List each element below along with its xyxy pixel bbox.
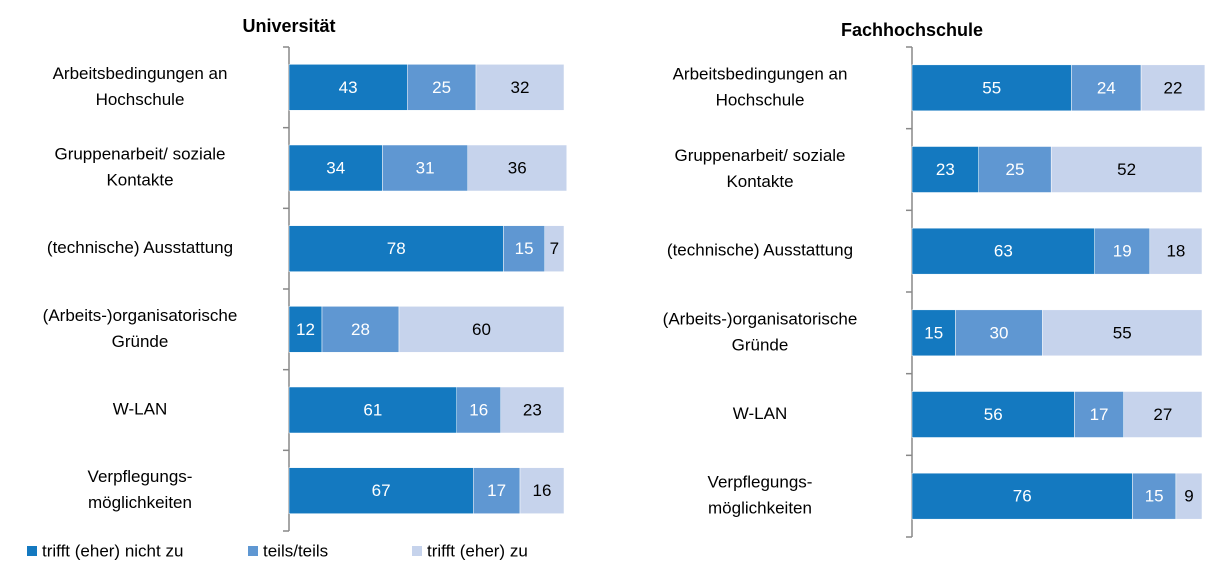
category-label: Gründe — [732, 335, 789, 354]
bar-segment — [398, 306, 565, 353]
data-label: 55 — [982, 78, 1001, 97]
category-label: Hochschule — [96, 90, 185, 109]
data-label: 9 — [1184, 487, 1193, 506]
legend-label: teils/teils — [263, 541, 328, 560]
bar-segment — [544, 225, 565, 272]
data-label: 24 — [1097, 78, 1116, 97]
bar-segment — [407, 64, 477, 111]
legend-label: trifft (eher) nicht zu — [42, 541, 183, 560]
data-label: 32 — [511, 78, 530, 97]
bar-segment — [321, 306, 400, 353]
data-label: 12 — [296, 320, 315, 339]
data-label: 28 — [351, 320, 370, 339]
category-label: Hochschule — [716, 90, 805, 109]
data-label: 52 — [1117, 160, 1136, 179]
legend-swatch — [412, 546, 422, 556]
data-label: 30 — [990, 323, 1009, 342]
category-label: möglichkeiten — [708, 499, 812, 518]
bar-segment — [911, 309, 956, 357]
data-label: 34 — [326, 158, 345, 177]
bar-segment — [473, 467, 521, 514]
data-label: 15 — [515, 239, 534, 258]
data-label: 22 — [1164, 78, 1183, 97]
category-label: Arbeitsbedingungen an — [53, 64, 228, 83]
bar-segment — [1050, 146, 1203, 193]
bar-segment — [1132, 472, 1177, 520]
category-label: (Arbeits-)organisatorische — [43, 306, 238, 325]
bar-segment — [911, 146, 979, 193]
data-label: 18 — [1166, 242, 1185, 261]
data-label: 55 — [1113, 323, 1132, 342]
bar-segment — [1123, 391, 1203, 438]
data-label: 15 — [1145, 487, 1164, 506]
legend-swatch — [27, 546, 37, 556]
bar-segment — [503, 225, 545, 272]
data-label: 25 — [432, 78, 451, 97]
data-label: 63 — [994, 242, 1013, 261]
category-label: (Arbeits-)organisatorische — [663, 309, 858, 328]
data-label: 43 — [339, 78, 358, 97]
data-label: 25 — [1005, 160, 1024, 179]
chart-title: Fachhochschule — [841, 20, 983, 40]
data-label: 78 — [387, 239, 406, 258]
bar-segment — [1042, 309, 1203, 357]
data-label: 60 — [472, 320, 491, 339]
bar-segment — [911, 64, 1072, 112]
data-label: 7 — [550, 239, 559, 258]
data-label: 16 — [533, 481, 552, 500]
bar-segment — [288, 225, 504, 272]
category-label: Gründe — [112, 332, 169, 351]
bar-segment — [500, 386, 565, 434]
bar-segment — [1140, 64, 1206, 112]
category-label: Kontakte — [726, 172, 793, 191]
bar-segment — [911, 227, 1095, 275]
bar-segment — [1074, 391, 1124, 438]
category-label: W-LAN — [733, 404, 787, 423]
bar-segment — [467, 144, 567, 192]
category-label: Kontakte — [106, 170, 173, 189]
legend-label: trifft (eher) zu — [427, 541, 528, 560]
data-label: 76 — [1013, 487, 1032, 506]
bar-segment — [978, 146, 1052, 193]
bar-segment — [1149, 227, 1203, 275]
data-label: 15 — [924, 323, 943, 342]
bar-segment — [456, 386, 501, 434]
data-label: 17 — [487, 481, 506, 500]
bar-segment — [475, 64, 565, 111]
bar-segment — [1094, 227, 1151, 275]
data-label: 16 — [469, 400, 488, 419]
data-label: 23 — [936, 160, 955, 179]
category-label: möglichkeiten — [88, 493, 192, 512]
legend-swatch — [248, 546, 258, 556]
data-label: 36 — [508, 158, 527, 177]
bar-segment — [288, 64, 408, 111]
data-label: 17 — [1090, 405, 1109, 424]
bar-segment — [911, 391, 1075, 438]
bar-segment — [955, 309, 1043, 357]
category-label: Verpflegungs- — [88, 467, 193, 486]
bar-segment — [288, 386, 457, 434]
category-label: W-LAN — [113, 399, 167, 418]
category-label: Arbeitsbedingungen an — [673, 64, 848, 83]
data-label: 67 — [372, 481, 391, 500]
category-label: Gruppenarbeit/ soziale — [54, 144, 225, 163]
bar-segment — [288, 467, 474, 514]
bar-segment — [288, 306, 323, 353]
chart-title: Universität — [242, 16, 335, 36]
data-label: 27 — [1153, 405, 1172, 424]
data-label: 23 — [523, 400, 542, 419]
bar-segment — [519, 467, 565, 514]
category-label: Gruppenarbeit/ soziale — [674, 146, 845, 165]
data-label: 56 — [984, 405, 1003, 424]
data-label: 31 — [416, 158, 435, 177]
category-label: (technische) Ausstattung — [667, 241, 853, 260]
category-label: (technische) Ausstattung — [47, 238, 233, 257]
data-label: 61 — [363, 400, 382, 419]
bar-segment — [911, 472, 1133, 520]
data-label: 19 — [1113, 242, 1132, 261]
category-label: Verpflegungs- — [708, 473, 813, 492]
bar-segment — [1175, 472, 1203, 520]
